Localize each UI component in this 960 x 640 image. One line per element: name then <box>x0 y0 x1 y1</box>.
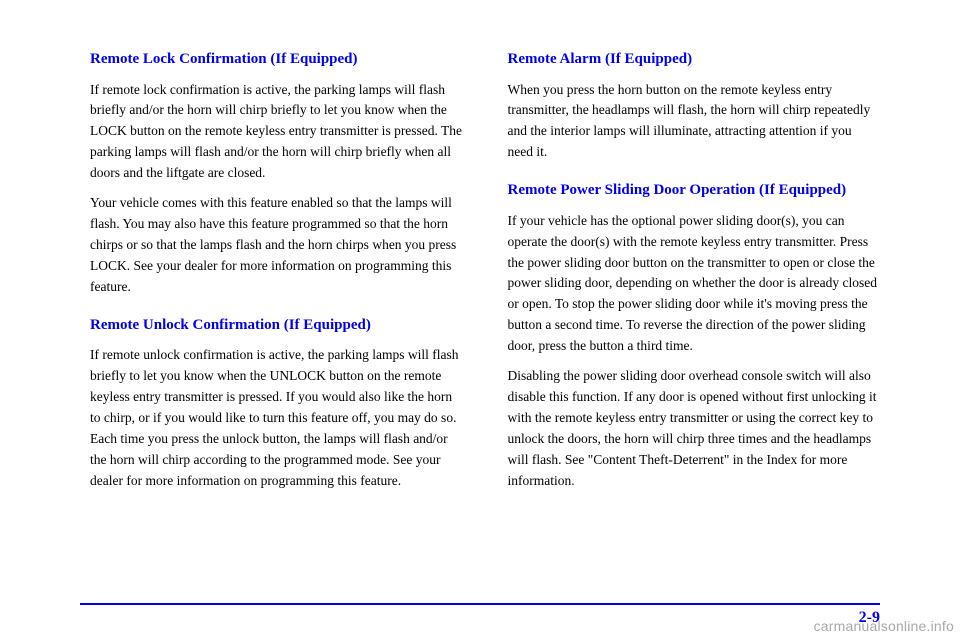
page: Remote Lock Confirmation (If Equipped) I… <box>0 0 960 640</box>
footer: 2-9 <box>80 603 880 605</box>
heading-remote-alarm: Remote Alarm (If Equipped) <box>508 50 881 70</box>
paragraph: If remote lock confirmation is active, t… <box>90 80 463 185</box>
right-column: Remote Alarm (If Equipped) When you pres… <box>508 50 881 501</box>
paragraph: When you press the horn button on the re… <box>508 80 881 164</box>
heading-remote-lock: Remote Lock Confirmation (If Equipped) <box>90 50 463 70</box>
paragraph: Your vehicle comes with this feature ena… <box>90 193 463 298</box>
left-column: Remote Lock Confirmation (If Equipped) I… <box>90 50 463 501</box>
heading-remote-power-door: Remote Power Sliding Door Operation (If … <box>508 181 881 201</box>
two-column-layout: Remote Lock Confirmation (If Equipped) I… <box>90 50 880 501</box>
paragraph: If your vehicle has the optional power s… <box>508 211 881 357</box>
footer-rule <box>80 603 880 605</box>
paragraph: If remote unlock confirmation is active,… <box>90 345 463 491</box>
heading-remote-unlock: Remote Unlock Confirmation (If Equipped) <box>90 316 463 336</box>
paragraph: Disabling the power sliding door overhea… <box>508 366 881 492</box>
watermark: carmanualsonline.info <box>814 618 954 634</box>
